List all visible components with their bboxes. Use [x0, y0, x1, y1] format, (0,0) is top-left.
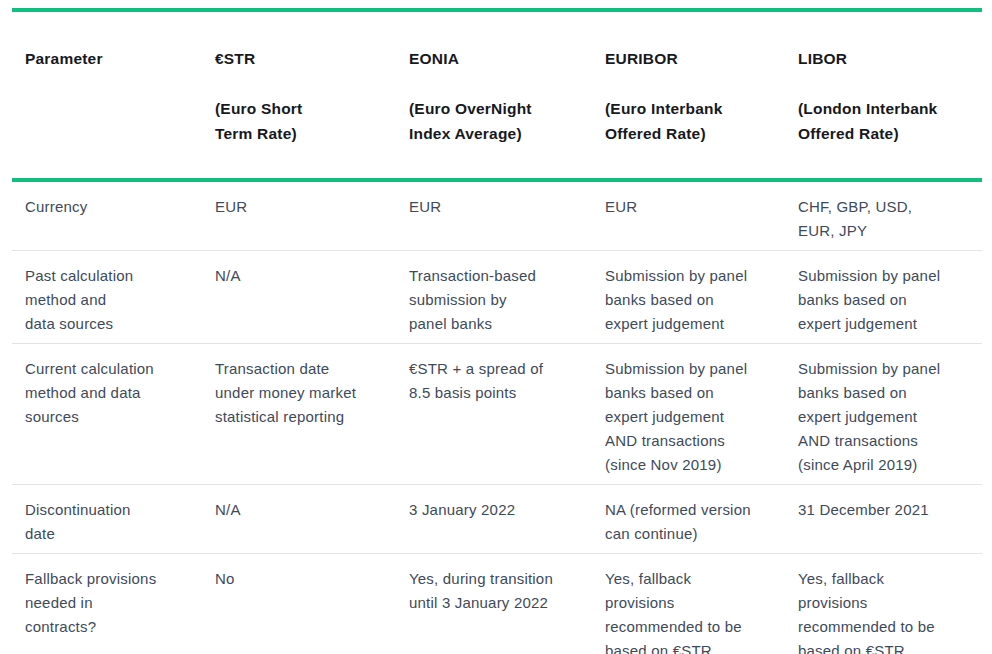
row-label-fallback-provisions: Fallback provisions needed in contracts? — [12, 554, 215, 646]
header-cell-libor: LIBOR (London Interbank Offered Rate) — [798, 12, 982, 178]
cell-past-calculation-euribor: Submission by panel banks based on exper… — [605, 251, 798, 343]
table-row-fallback-provisions: Fallback provisions needed in contracts?… — [12, 554, 982, 654]
row-label-past-calculation: Past calculation method and data sources — [12, 251, 215, 343]
header-title-euribor: EURIBOR — [605, 46, 782, 71]
row-label-discontinuation-date: Discontinuation date — [12, 485, 215, 553]
row-label-currency: Currency — [12, 182, 215, 226]
header-title-parameter: Parameter — [25, 46, 199, 71]
cell-current-calculation-euribor: Submission by panel banks based on exper… — [605, 344, 798, 484]
header-subtitle-euribor: (Euro Interbank Offered Rate) — [605, 96, 782, 146]
cell-past-calculation-libor: Submission by panel banks based on exper… — [798, 251, 982, 343]
header-cell-eonia: EONIA (Euro OverNight Index Average) — [409, 12, 605, 178]
header-cell-euribor: EURIBOR (Euro Interbank Offered Rate) — [605, 12, 798, 178]
cell-fallback-libor: Yes, fallback provisions recommended to … — [798, 554, 982, 654]
table-row-currency: Currency EUR EUR EUR CHF, GBP, USD, EUR,… — [12, 182, 982, 251]
cell-fallback-eonia: Yes, during transition until 3 January 2… — [409, 554, 605, 622]
header-title-libor: LIBOR — [798, 46, 966, 71]
benchmark-comparison-table: Parameter €STR (Euro Short Term Rate) EO… — [12, 8, 982, 654]
cell-currency-euribor: EUR — [605, 182, 798, 226]
cell-discontinuation-estr: N/A — [215, 485, 409, 529]
table-row-past-calculation: Past calculation method and data sources… — [12, 251, 982, 344]
cell-discontinuation-libor: 31 December 2021 — [798, 485, 982, 529]
header-cell-estr: €STR (Euro Short Term Rate) — [215, 12, 409, 178]
cell-fallback-euribor: Yes, fallback provisions recommended to … — [605, 554, 798, 654]
header-subtitle-eonia: (Euro OverNight Index Average) — [409, 96, 589, 146]
header-cell-parameter: Parameter — [12, 12, 215, 103]
header-subtitle-libor: (London Interbank Offered Rate) — [798, 96, 966, 146]
cell-current-calculation-libor: Submission by panel banks based on exper… — [798, 344, 982, 484]
cell-fallback-estr: No — [215, 554, 409, 598]
cell-currency-eonia: EUR — [409, 182, 605, 226]
header-title-estr: €STR — [215, 46, 393, 71]
cell-currency-estr: EUR — [215, 182, 409, 226]
cell-discontinuation-euribor: NA (reformed version can continue) — [605, 485, 798, 553]
row-label-current-calculation: Current calculation method and data sour… — [12, 344, 215, 436]
header-subtitle-estr: (Euro Short Term Rate) — [215, 96, 393, 146]
table-row-current-calculation: Current calculation method and data sour… — [12, 344, 982, 485]
cell-current-calculation-eonia: €STR + a spread of 8.5 basis points — [409, 344, 605, 412]
cell-current-calculation-estr: Transaction date under money market stat… — [215, 344, 409, 436]
header-title-eonia: EONIA — [409, 46, 589, 71]
cell-currency-libor: CHF, GBP, USD, EUR, JPY — [798, 182, 982, 250]
cell-past-calculation-estr: N/A — [215, 251, 409, 295]
cell-discontinuation-eonia: 3 January 2022 — [409, 485, 605, 529]
table-row-discontinuation-date: Discontinuation date N/A 3 January 2022 … — [12, 485, 982, 554]
table-header-row: Parameter €STR (Euro Short Term Rate) EO… — [12, 8, 982, 182]
cell-past-calculation-eonia: Transaction-based submission by panel ba… — [409, 251, 605, 343]
